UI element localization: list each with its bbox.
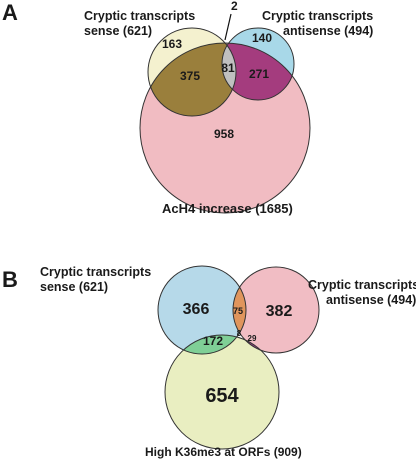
- panel-a: A Cryptic transcripts sense (621) Crypti…: [2, 0, 373, 216]
- panel-a-leader-line: [224, 13, 232, 41]
- panel-b-antisense-label-line1: Cryptic transcripts: [308, 278, 416, 292]
- panel-a-count-ach4-only: 958: [214, 127, 234, 141]
- panel-b-antisense-circle: [233, 267, 319, 353]
- panel-a-ach4-label: AcH4 increase (1685): [162, 201, 293, 216]
- panel-a-count-antisense-only: 140: [252, 31, 272, 45]
- panel-b-antisense-outline: [232, 266, 320, 354]
- panel-b-count-all-three: 8: [237, 329, 242, 338]
- panel-b-sense-outline: [157, 265, 247, 355]
- panel-a-letter: A: [2, 0, 18, 25]
- panel-a-sense-label-line2: sense (621): [84, 24, 152, 38]
- panel-b-sense-label-line2: sense (621): [40, 280, 108, 294]
- panel-a-antisense-label-line2: antisense (494): [283, 24, 373, 38]
- panel-b-count-antisense-k36: 29: [248, 334, 257, 343]
- panel-b-letter: B: [2, 267, 18, 292]
- panel-b: B Cryptic transcripts sense (621) Crypt: [2, 265, 416, 459]
- panel-b-k36-outline: [164, 334, 280, 450]
- panel-a-count-sense-antisense: 2: [231, 0, 238, 13]
- panel-a-antisense-outline: [221, 27, 295, 101]
- panel-b-k36-circle: [165, 335, 279, 449]
- panel-b-count-sense-antisense: 75: [233, 306, 243, 316]
- panel-b-count-k36-only: 654: [205, 385, 239, 407]
- panel-a-count-all-three: 81: [221, 61, 235, 75]
- panel-a-count-sense-only: 163: [162, 37, 182, 51]
- panel-b-sense-circle: [158, 266, 246, 354]
- panel-b-k36-label: High K36me3 at ORFs (909): [145, 445, 302, 459]
- panel-b-antisense-label-line2: antisense (494): [326, 293, 416, 307]
- panel-b-count-sense-k36: 172: [203, 334, 223, 348]
- panel-b-count-sense-only: 366: [183, 301, 210, 318]
- panel-a-sense-label-line1: Cryptic transcripts: [84, 9, 195, 23]
- panel-a-antisense-label-line1: Cryptic transcripts: [262, 9, 373, 23]
- panel-b-count-antisense-only: 382: [266, 303, 293, 320]
- panel-b-sense-label-line1: Cryptic transcripts: [40, 265, 151, 279]
- panel-a-count-sense-ach4: 375: [180, 69, 200, 83]
- panel-a-sense-outline: [147, 27, 237, 117]
- panel-a-count-antisense-ach4: 271: [249, 67, 269, 81]
